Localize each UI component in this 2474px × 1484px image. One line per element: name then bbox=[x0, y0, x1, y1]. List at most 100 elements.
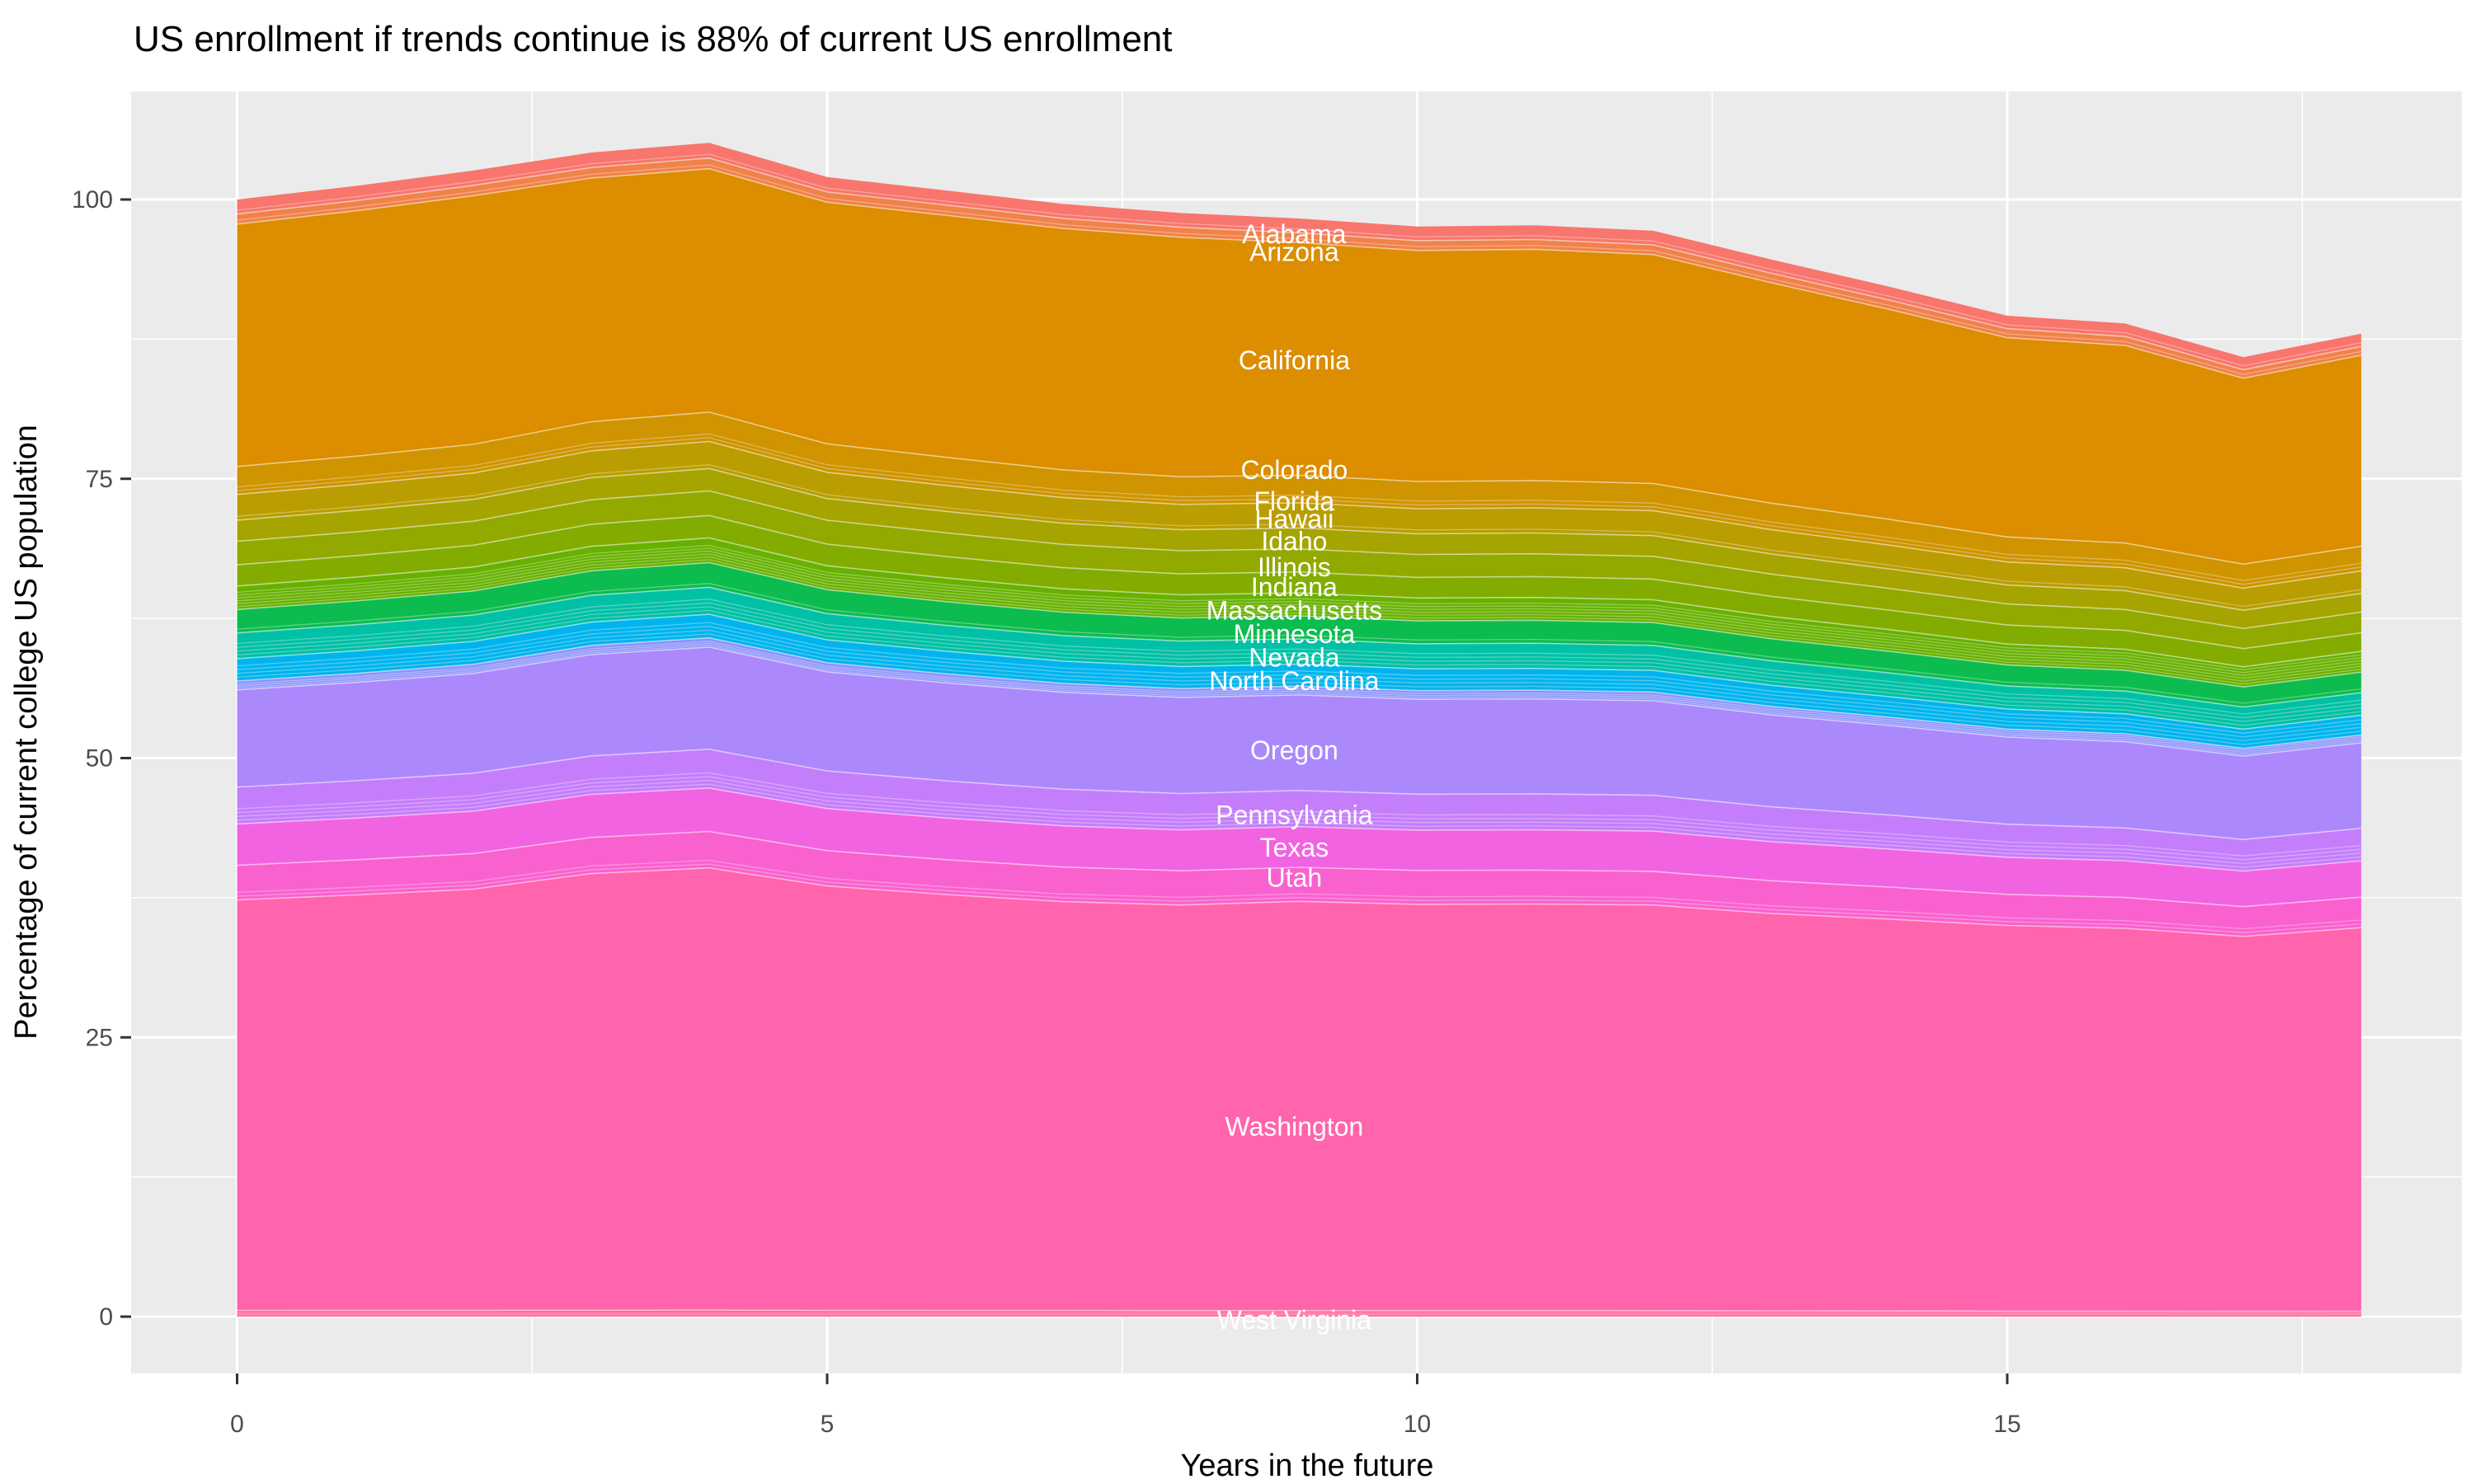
band-boundary-line bbox=[237, 440, 2362, 589]
state-label: Alabama bbox=[1242, 219, 1347, 249]
sliver-boundary-line bbox=[237, 437, 2362, 585]
band-boundary-line bbox=[237, 157, 2362, 371]
state-label: Arizona bbox=[1249, 237, 1339, 267]
sliver-boundary-line bbox=[237, 779, 2362, 865]
axis-tick-labels: 0 5 10 15 0 25 50 75 100 bbox=[72, 186, 2021, 1438]
area-band bbox=[237, 168, 2362, 565]
state-label: Indiana bbox=[1251, 572, 1338, 602]
sliver-boundary-line bbox=[237, 559, 2362, 685]
x-axis-title: Years in the future bbox=[1180, 1449, 1433, 1483]
state-label: Texas bbox=[1260, 833, 1329, 862]
sliver-boundary-line bbox=[237, 606, 2362, 722]
y-tick-label: 100 bbox=[72, 186, 113, 214]
sliver-boundary-line bbox=[237, 550, 2362, 676]
band-boundary-line bbox=[237, 514, 2362, 650]
sliver-boundary-line bbox=[237, 626, 2362, 738]
sliver-boundary-line bbox=[237, 859, 2362, 930]
band-boundary-line bbox=[237, 830, 2362, 908]
state-label: Idaho bbox=[1261, 527, 1327, 556]
y-tick-label: 50 bbox=[86, 745, 113, 773]
sliver-boundary-line bbox=[237, 641, 2362, 751]
area-band bbox=[237, 491, 2362, 649]
band-boundary-line bbox=[237, 866, 2362, 937]
state-label: Utah bbox=[1267, 863, 1323, 893]
state-label: Colorado bbox=[1240, 455, 1348, 485]
state-label: California bbox=[1239, 345, 1350, 375]
area-band bbox=[237, 538, 2362, 688]
sliver-boundary-line bbox=[237, 433, 2362, 581]
band-boundary-line bbox=[237, 787, 2362, 872]
sliver-boundary-line bbox=[237, 556, 2362, 682]
band-boundary-line bbox=[237, 467, 2362, 612]
y-axis-title: Percentage of current college US populat… bbox=[9, 425, 44, 1040]
sliver-boundary-line bbox=[237, 776, 2362, 861]
sliver-boundary-line bbox=[237, 644, 2362, 755]
band-boundary-line bbox=[237, 490, 2362, 630]
x-tick-label: 15 bbox=[1993, 1411, 2020, 1438]
sliver-boundary-line bbox=[237, 153, 2362, 367]
state-label: North Carolina bbox=[1209, 666, 1380, 696]
state-label: Oregon bbox=[1250, 735, 1338, 765]
band-boundary-line bbox=[237, 636, 2362, 749]
sliver-boundary-line bbox=[237, 783, 2362, 868]
sliver-boundary-line bbox=[237, 553, 2362, 679]
sliver-boundary-line bbox=[237, 602, 2362, 719]
band-boundary-line bbox=[237, 748, 2362, 841]
band-boundary-line bbox=[237, 586, 2362, 708]
band-boundary-line bbox=[237, 561, 2362, 688]
band-boundary-line bbox=[237, 411, 2362, 566]
sliver-boundary-line bbox=[237, 772, 2362, 857]
area-band bbox=[237, 562, 2362, 707]
sliver-boundary-line bbox=[237, 464, 2362, 608]
area-band bbox=[237, 1310, 2362, 1317]
x-tick-label: 5 bbox=[821, 1411, 835, 1438]
area-band bbox=[237, 867, 2362, 1312]
y-tick-label: 75 bbox=[86, 466, 113, 493]
y-tick-label: 25 bbox=[86, 1024, 113, 1051]
x-tick-label: 10 bbox=[1404, 1411, 1431, 1438]
state-label: Massachusetts bbox=[1206, 596, 1382, 626]
x-tick-label: 0 bbox=[230, 1411, 244, 1438]
area-band bbox=[237, 646, 2362, 840]
area-band bbox=[237, 787, 2362, 907]
area-bands bbox=[237, 143, 2362, 1317]
sliver-boundary-line bbox=[237, 547, 2362, 674]
area-band bbox=[237, 441, 2362, 611]
sliver-boundary-line bbox=[237, 629, 2362, 742]
state-label: Nevada bbox=[1249, 643, 1340, 673]
sliver-boundary-line bbox=[237, 642, 2362, 754]
state-label: Florida bbox=[1253, 486, 1334, 516]
chart-title: US enrollment if trends continue is 88% … bbox=[134, 19, 1172, 59]
band-boundaries bbox=[237, 157, 2362, 1313]
state-label: Pennsylvania bbox=[1216, 801, 1373, 830]
unlabeled-state-sliver-lines bbox=[237, 153, 2362, 1316]
band-boundary-line bbox=[237, 537, 2362, 668]
state-label: Washington bbox=[1225, 1112, 1364, 1142]
band-boundary-line bbox=[237, 646, 2362, 757]
band-boundary-line bbox=[237, 1309, 2362, 1313]
area-band bbox=[237, 614, 2362, 749]
band-boundary-line bbox=[237, 167, 2362, 379]
area-band bbox=[237, 749, 2362, 871]
state-label: West Virginia bbox=[1217, 1305, 1372, 1335]
sliver-boundary-line bbox=[237, 599, 2362, 715]
sliver-boundary-line bbox=[237, 164, 2362, 375]
sliver-boundary-line bbox=[237, 583, 2362, 704]
state-label: Illinois bbox=[1258, 552, 1331, 582]
sliver-boundary-line bbox=[237, 622, 2362, 734]
area-band bbox=[237, 587, 2362, 730]
y-tick-label: 0 bbox=[99, 1303, 113, 1331]
sliver-boundary-line bbox=[237, 863, 2362, 933]
area-band bbox=[237, 411, 2362, 589]
state-label: Hawaii bbox=[1254, 505, 1333, 534]
state-label: Minnesota bbox=[1234, 619, 1356, 649]
area-band bbox=[237, 515, 2362, 667]
sliver-boundary-line bbox=[237, 544, 2362, 670]
sliver-boundary-line bbox=[237, 609, 2362, 726]
band-boundary-line bbox=[237, 613, 2362, 730]
axis-ticks bbox=[120, 198, 2009, 1384]
area-band bbox=[237, 831, 2362, 937]
